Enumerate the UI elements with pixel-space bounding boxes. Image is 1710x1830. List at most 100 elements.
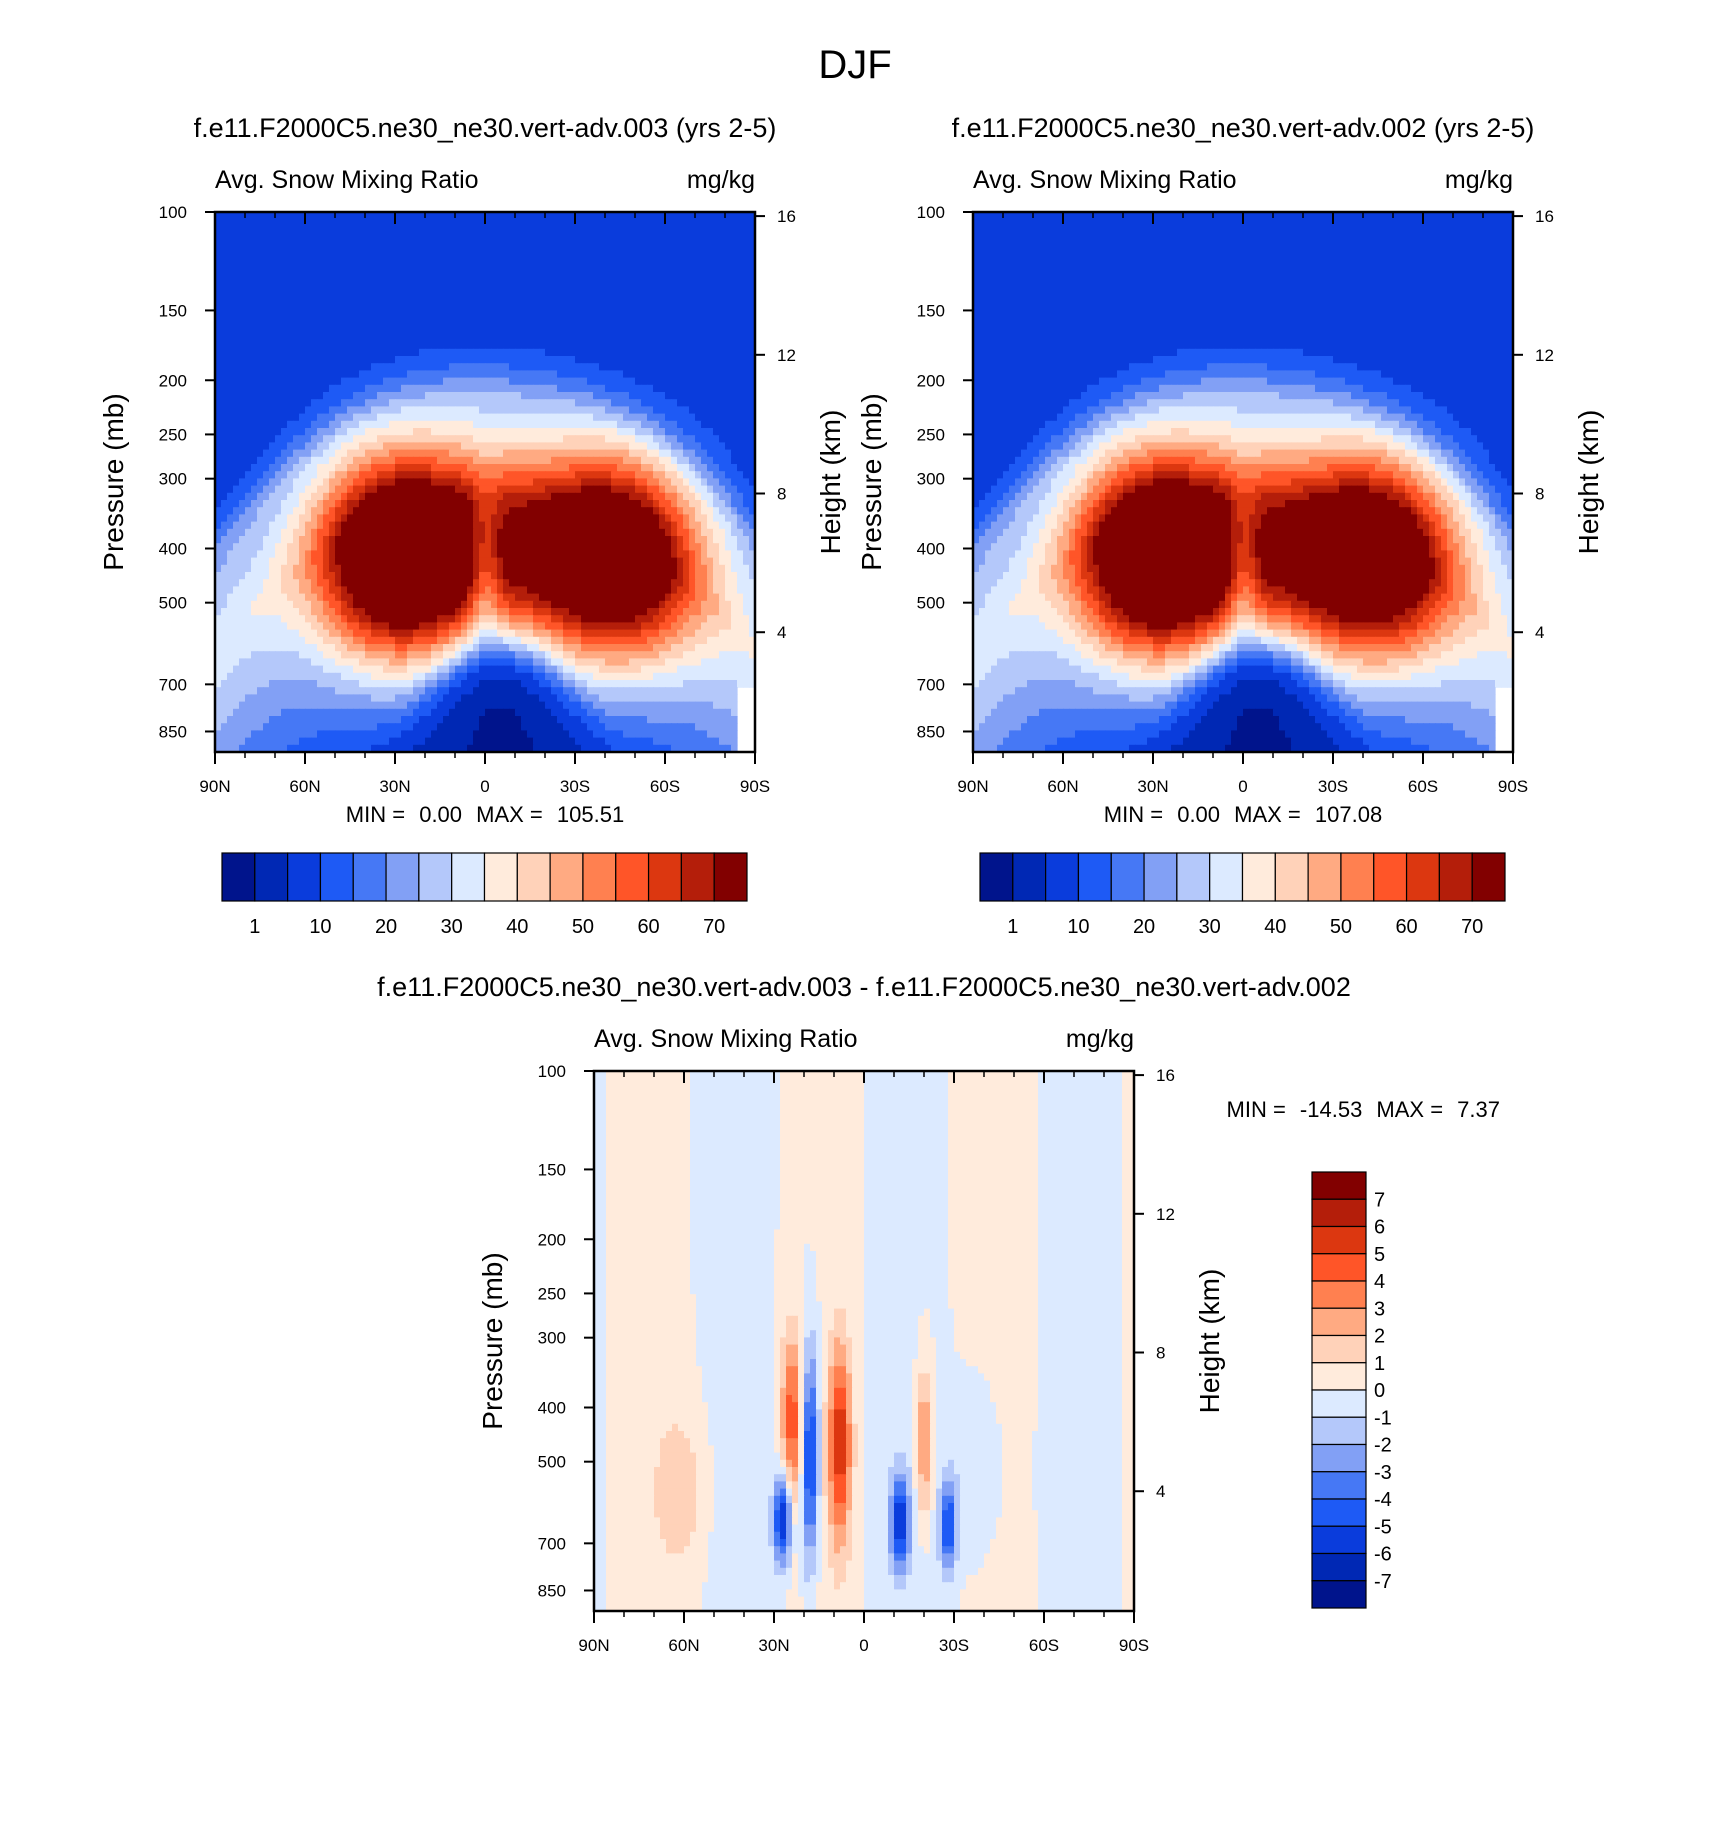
contour-cell <box>743 262 750 271</box>
contour-cell <box>473 226 480 235</box>
contour-cell <box>251 514 258 523</box>
contour-cell <box>695 471 702 479</box>
contour-cell <box>569 528 576 537</box>
contour-cell <box>311 442 318 451</box>
contour-cell <box>479 572 486 580</box>
contour-cell <box>287 471 294 479</box>
contour-cell <box>509 442 516 451</box>
contour-cell <box>599 399 606 407</box>
contour-cell <box>647 579 654 587</box>
contour-cell <box>653 356 660 364</box>
contour-cell <box>677 298 684 307</box>
contour-cell <box>695 291 702 299</box>
contour-cell <box>431 341 438 350</box>
contour-cell <box>509 392 516 400</box>
contour-cell <box>659 327 666 335</box>
contour-cell <box>293 233 300 242</box>
contour-cell <box>407 363 414 371</box>
contour-cell <box>467 600 474 609</box>
contour-cell <box>449 492 456 501</box>
contour-cell <box>623 543 630 551</box>
contour-cell <box>653 248 660 256</box>
contour-cell <box>491 420 498 429</box>
contour-cell <box>257 377 264 386</box>
contour-cell <box>503 226 510 235</box>
contour-cell <box>215 370 222 379</box>
contour-cell <box>245 327 252 335</box>
contour-cell <box>491 399 498 407</box>
contour-cell <box>413 528 420 537</box>
contour-cell <box>713 377 720 386</box>
contour-cell <box>407 492 414 501</box>
contour-cell <box>287 298 294 307</box>
contour-cell <box>299 334 306 343</box>
contour-cell <box>593 291 600 299</box>
contour-cell <box>617 284 624 292</box>
contour-cell <box>317 593 324 602</box>
contour-cell <box>527 492 534 501</box>
contour-cell <box>731 226 738 235</box>
contour-cell <box>431 449 438 458</box>
contour-cell <box>503 536 510 544</box>
contour-cell <box>491 528 498 537</box>
contour-cell <box>623 377 630 386</box>
contour-cell <box>635 428 642 436</box>
contour-cell <box>407 240 414 249</box>
contour-cell <box>395 492 402 501</box>
contour-cell <box>701 284 708 292</box>
contour-cell <box>305 327 312 335</box>
contour-cell <box>707 356 714 364</box>
contour-cell <box>455 593 462 602</box>
contour-cell <box>479 514 486 523</box>
contour-cell <box>221 492 228 501</box>
contour-cell <box>611 284 618 292</box>
contour-cell <box>323 449 330 458</box>
contour-cell <box>257 550 264 559</box>
contour-cell <box>281 593 288 602</box>
contour-cell <box>569 435 576 443</box>
contour-cell <box>593 219 600 227</box>
contour-cell <box>383 334 390 343</box>
contour-cell <box>635 572 642 580</box>
contour-cell <box>551 399 558 407</box>
contour-cell <box>749 248 756 256</box>
contour-cell <box>245 305 252 314</box>
contour-cell <box>557 572 564 580</box>
contour-cell <box>527 392 534 400</box>
contour-cell <box>731 521 738 530</box>
contour-cell <box>557 305 564 314</box>
contour-cell <box>455 608 462 616</box>
contour-cell <box>443 485 450 494</box>
contour-cell <box>653 593 660 602</box>
contour-cell <box>461 500 468 508</box>
contour-cell <box>563 248 570 256</box>
contour-cell <box>623 435 630 443</box>
contour-cell <box>743 226 750 235</box>
contour-cell <box>557 435 564 443</box>
contour-cell <box>497 226 504 235</box>
contour-cell <box>275 528 282 537</box>
contour-cell <box>737 399 744 407</box>
contour-cell <box>341 492 348 501</box>
contour-cell <box>389 514 396 523</box>
contour-cell <box>461 406 468 415</box>
contour-cell <box>299 442 306 451</box>
contour-cell <box>305 377 312 386</box>
contour-cell <box>425 528 432 537</box>
contour-cell <box>599 500 606 508</box>
contour-cell <box>305 572 312 580</box>
contour-cell <box>617 269 624 278</box>
contour-cell <box>317 485 324 494</box>
contour-cell <box>431 536 438 544</box>
contour-cell <box>437 298 444 307</box>
contour-cell <box>305 219 312 227</box>
contour-cell <box>263 348 270 357</box>
contour-cell <box>395 579 402 587</box>
contour-cell <box>659 219 666 227</box>
contour-cell <box>725 521 732 530</box>
contour-cell <box>533 536 540 544</box>
contour-cell <box>743 291 750 299</box>
contour-cell <box>305 370 312 379</box>
contour-cell <box>611 269 618 278</box>
contour-cell <box>701 435 708 443</box>
